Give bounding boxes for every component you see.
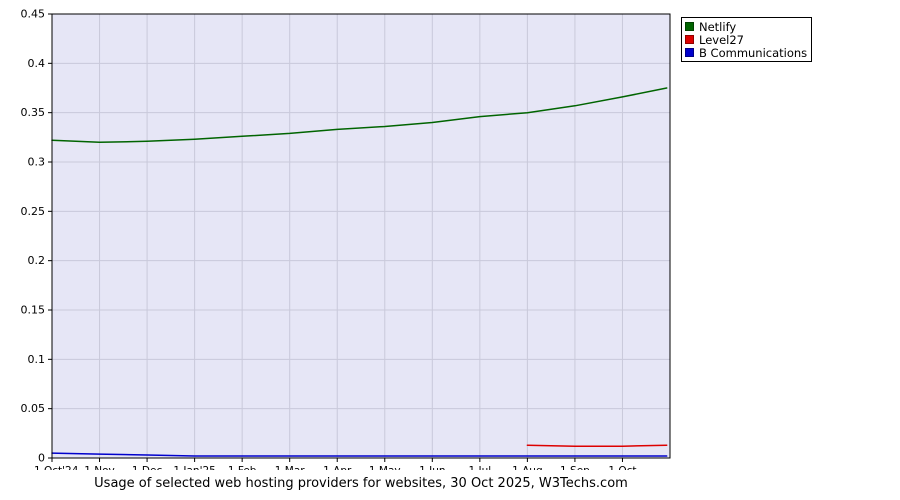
legend-label: Netlify bbox=[699, 19, 737, 34]
x-tick-label: 1 Apr bbox=[323, 465, 352, 470]
y-tick-label: 0.4 bbox=[28, 57, 46, 70]
y-tick-label: 0.05 bbox=[21, 402, 46, 415]
legend-label: B Communications bbox=[699, 45, 808, 60]
x-tick-label: 1 Feb bbox=[228, 465, 257, 470]
legend-swatch bbox=[685, 22, 694, 31]
y-tick-label: 0.1 bbox=[28, 353, 46, 366]
chart-legend: Netlify Level27 B Communications bbox=[681, 17, 813, 62]
x-tick-label: 1 Jun bbox=[419, 465, 445, 470]
y-tick-label: 0.45 bbox=[21, 8, 46, 21]
usage-line-chart: 0 0.05 0.1 0.15 0.2 0.25 0.3 0.35 0.4 0.45 1 Oct'2… bbox=[21, 8, 671, 470]
chart-title: Usage of selected web hosting providers … bbox=[94, 476, 628, 491]
y-tick-label: 0.2 bbox=[28, 254, 46, 267]
series-line-netlify bbox=[51, 87, 668, 144]
y-tick-label: 0.3 bbox=[28, 156, 46, 169]
x-tick-label: 1 Dec bbox=[132, 465, 163, 470]
x-tick-label: 1 Jan'25 bbox=[173, 465, 215, 470]
y-tick-label: 0 bbox=[38, 452, 45, 465]
x-tick-label: 1 Oct bbox=[608, 465, 636, 470]
y-tick-label: 0.25 bbox=[21, 205, 46, 218]
x-tick-label: 1 Oct'24 bbox=[34, 465, 79, 470]
series-line-level27 bbox=[526, 444, 668, 447]
legend-label: Level27 bbox=[699, 32, 744, 47]
legend-swatch bbox=[685, 35, 694, 44]
legend-item: B Communications bbox=[685, 45, 808, 60]
y-tick-label: 0.15 bbox=[21, 304, 46, 317]
y-tick-label: 0.35 bbox=[21, 106, 46, 119]
legend-item: Level27 bbox=[685, 32, 807, 47]
x-tick-label: 1 Aug bbox=[512, 465, 543, 470]
x-tick-label: 1 Nov bbox=[84, 465, 115, 470]
x-tick-label: 1 Sep bbox=[560, 465, 590, 470]
legend-swatch bbox=[685, 48, 694, 57]
x-tick-label: 1 Jul bbox=[469, 465, 492, 470]
plot-area bbox=[52, 14, 670, 458]
x-tick-label: 1 Mar bbox=[275, 465, 306, 470]
x-tick-label: 1 May bbox=[369, 465, 401, 470]
legend-item: Netlify bbox=[685, 19, 807, 34]
plot-border bbox=[51, 13, 671, 459]
series-line-b-communications bbox=[51, 452, 668, 457]
